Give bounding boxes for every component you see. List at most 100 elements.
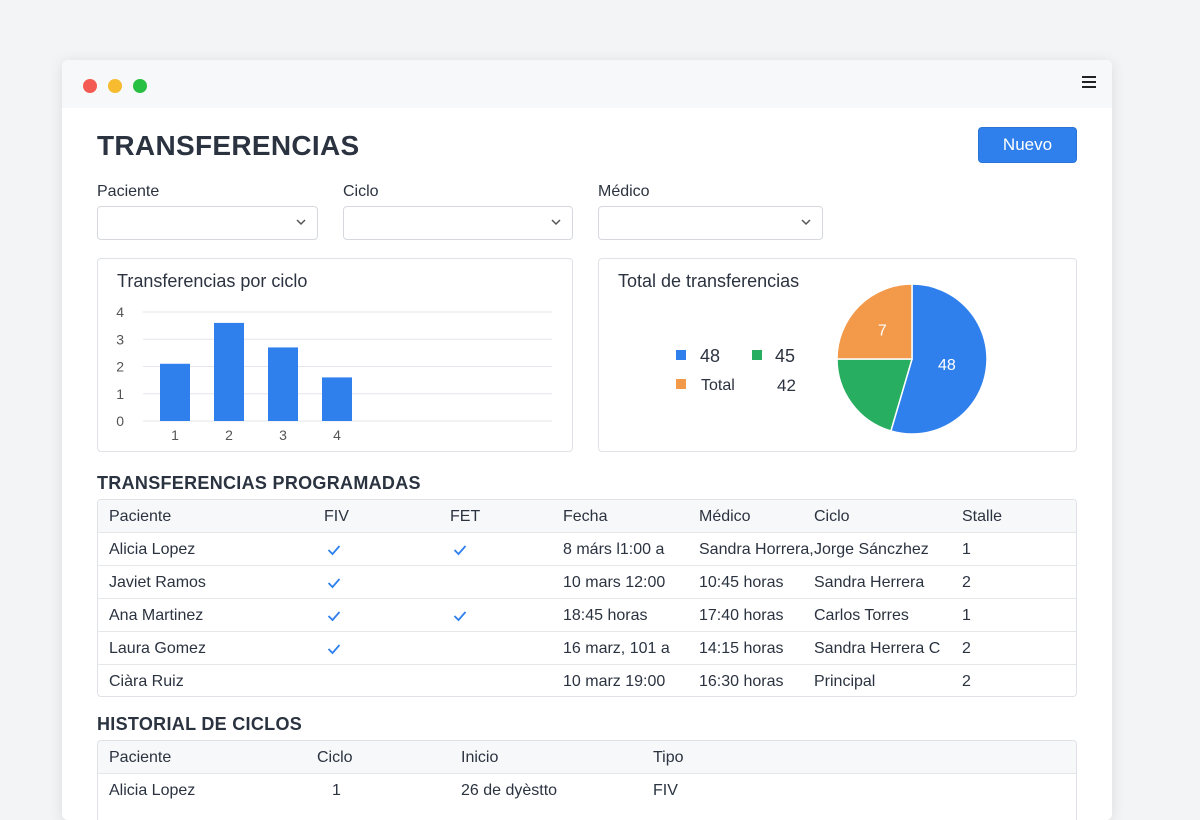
historial-title: HISTORIAL DE CICLOS: [97, 714, 303, 734]
column-header: Paciente: [109, 749, 172, 766]
table-cell-fecha: 8 márs l1:00 a: [563, 541, 665, 558]
pie-chart: 48 45 Total 42 48 7: [676, 283, 988, 435]
table-cell-fecha: 16 marz, 101 a: [563, 640, 670, 657]
pie-slice-label: 48: [938, 357, 956, 374]
table-cell-medico: 16:30 horas: [699, 673, 784, 690]
chevron-down-icon: [551, 219, 561, 226]
page-title: TRANSFERENCIAS: [97, 130, 360, 161]
bar-chart-title: Transferencias por ciclo: [117, 271, 308, 291]
legend-swatch-blue: [676, 350, 686, 360]
table-cell-medico: 14:15 horas: [699, 640, 784, 657]
y-tick-label: 2: [116, 359, 124, 375]
column-header: Ciclo: [814, 508, 850, 525]
table-cell-paciente: Laura Gomez: [109, 640, 206, 657]
medico-select[interactable]: [598, 206, 823, 240]
table-cell-stalle: 1: [962, 607, 971, 624]
x-tick-label: 3: [279, 427, 287, 443]
table-cell-ciclo: Jorge Sánczhez: [814, 541, 929, 558]
filter-label-medico: Médico: [598, 183, 650, 200]
table-cell-stalle: 2: [962, 574, 971, 591]
table-cell-fecha: 18:45 horas: [563, 607, 648, 624]
check-icon: [327, 545, 341, 556]
column-header: Inicio: [461, 749, 499, 766]
programadas-title: TRANSFERENCIAS PROGRAMADAS: [97, 473, 421, 493]
table-cell-medico: 10:45 horas: [699, 574, 784, 591]
table-cell-paciente: Ana Martinez: [109, 607, 204, 624]
table-cell-ciclo: 1: [332, 782, 341, 799]
bar: [268, 347, 298, 421]
column-header: FET: [450, 508, 481, 525]
y-tick-label: 4: [116, 304, 124, 320]
column-header: Ciclo: [317, 749, 353, 766]
y-tick-label: 0: [116, 413, 124, 429]
pie-slice: [836, 283, 913, 360]
y-tick-label: 1: [116, 386, 124, 402]
ciclo-select[interactable]: [343, 206, 573, 240]
bar: [160, 363, 190, 421]
x-tick-label: 4: [333, 427, 341, 443]
table-row[interactable]: Alicia Lopez 8 márs l1:00 a Sandra Horrera…: [98, 533, 1076, 566]
y-tick-label: 3: [116, 331, 124, 347]
table-cell-inicio: 26 de dyèstto: [461, 782, 558, 799]
bar: [214, 322, 244, 421]
column-header: Stalle: [962, 508, 1003, 525]
app-window: TRANSFERENCIAS Nuevo Paciente Ciclo Médi…: [62, 60, 1112, 820]
filter-label-ciclo: Ciclo: [343, 183, 379, 200]
bar: [322, 377, 352, 421]
check-icon: [327, 644, 341, 655]
title-bar: [62, 60, 1112, 108]
chevron-down-icon: [296, 219, 306, 226]
table-cell-tipo: FIV: [653, 782, 678, 799]
column-header: FIV: [324, 508, 349, 525]
programadas-table: Paciente FIV FET Fecha Médico Ciclo Stalle Alic…: [97, 499, 1077, 697]
table-cell-paciente: Javiet Ramos: [109, 574, 206, 591]
table-cell-ciclo: Sandra Herrera: [814, 574, 925, 591]
chevron-down-icon: [801, 219, 811, 226]
pie-chart-card: Total de transferencias 48 45 Total 42 4…: [598, 258, 1077, 452]
new-button[interactable]: Nuevo: [978, 127, 1077, 163]
table-row[interactable]: Ciàra Ruiz 10 marz 19:00 16:30 horas Princi…: [98, 665, 1076, 696]
table-cell-paciente: Alicia Lopez: [109, 541, 196, 558]
check-icon: [453, 611, 467, 622]
table-row[interactable]: Ana Martinez 18:45 horas 17:40 horas Carlos…: [98, 599, 1076, 632]
minimize-window-button[interactable]: [108, 79, 122, 93]
column-header: Médico: [699, 508, 751, 525]
legend-value: 42: [777, 376, 796, 395]
column-header: Fecha: [563, 508, 608, 525]
legend-label: 45: [775, 346, 795, 366]
column-header: Paciente: [109, 508, 172, 525]
check-icon: [327, 578, 341, 589]
table-row[interactable]: Alicia Lopez 1 26 de dyèstto FIV: [98, 774, 1076, 807]
column-header: Tipo: [653, 749, 684, 766]
bar-chart-card: Transferencias por ciclo 0 1 2 3 4 1 2 3 4: [97, 258, 573, 452]
bar-chart: 0 1 2 3 4 1 2 3 4: [116, 304, 552, 443]
maximize-window-button[interactable]: [133, 79, 147, 93]
check-icon: [453, 545, 467, 556]
table-cell-paciente: Alicia Lopez: [109, 782, 196, 799]
table-row[interactable]: Laura Gomez 16 marz, 101 a 14:15 horas Sand…: [98, 632, 1076, 665]
table-cell-stalle: 2: [962, 673, 971, 690]
x-tick-label: 2: [225, 427, 233, 443]
legend-swatch-green: [752, 350, 762, 360]
filter-label-paciente: Paciente: [97, 183, 160, 200]
historial-table: Paciente Ciclo Inicio Tipo Alicia Lopez 1 26 d…: [97, 740, 1077, 820]
close-window-button[interactable]: [83, 79, 97, 93]
x-tick-label: 1: [171, 427, 179, 443]
table-cell-stalle: 2: [962, 640, 971, 657]
table-cell-medico: 17:40 horas: [699, 607, 784, 624]
table-cell-fecha: 10 mars 12:00: [563, 574, 666, 591]
hamburger-icon[interactable]: [1082, 76, 1096, 90]
table-cell-fecha: 10 marz 19:00: [563, 673, 666, 690]
check-icon: [327, 611, 341, 622]
table-cell-ciclo: Sandra Herrera C: [814, 640, 941, 657]
table-cell-ciclo: Carlos Torres: [814, 607, 909, 624]
table-row[interactable]: Javiet Ramos 10 mars 12:00 10:45 horas Sand…: [98, 566, 1076, 599]
paciente-select[interactable]: [97, 206, 318, 240]
pie-slice: [889, 283, 988, 435]
table-header: Paciente Ciclo Inicio Tipo: [98, 741, 1076, 774]
pie-slice-label: 7: [878, 322, 887, 339]
table-cell-paciente: Ciàra Ruiz: [109, 673, 184, 690]
table-cell-medico: Sandra Horrera,: [699, 541, 814, 558]
legend-label: 48: [700, 346, 720, 366]
legend-label: Total: [701, 377, 735, 394]
